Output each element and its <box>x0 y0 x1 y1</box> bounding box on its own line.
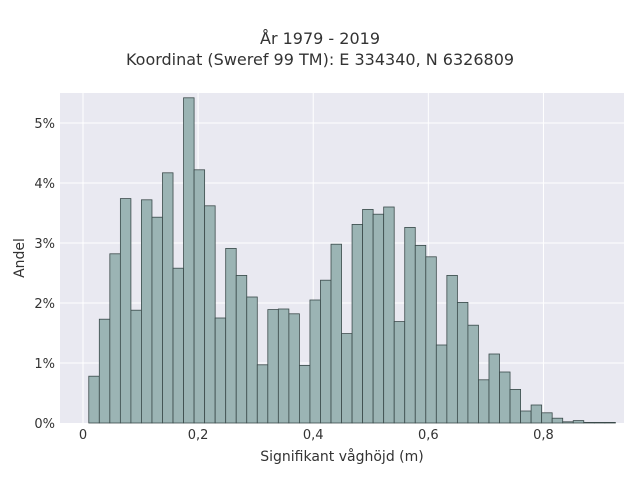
histogram-bar-20 <box>299 364 311 424</box>
x-tick-label-3: 0,6 <box>418 428 439 443</box>
histogram-bars <box>88 97 616 424</box>
histogram-bar-10 <box>193 169 206 424</box>
histogram-bar-35 <box>456 301 469 424</box>
histogram-bar-46 <box>572 420 585 424</box>
histogram-bar-3 <box>119 198 132 424</box>
histogram-bar-37 <box>478 379 490 424</box>
y-tick-label-5: 5% <box>34 117 55 132</box>
y-tick-label-2: 2% <box>34 297 55 312</box>
histogram-bar-49 <box>604 421 616 424</box>
histogram-bar-19 <box>288 313 300 424</box>
histogram-bar-9 <box>183 97 195 424</box>
histogram-bar-32 <box>425 256 437 424</box>
histogram-bar-31 <box>414 244 427 424</box>
histogram-bar-26 <box>362 208 374 424</box>
histogram-bar-30 <box>404 226 416 424</box>
histogram-bar-8 <box>172 267 184 424</box>
x-tick-label-0: 0 <box>79 428 87 443</box>
y-tick-label-1: 1% <box>34 357 55 372</box>
histogram-bar-17 <box>267 309 279 424</box>
histogram-bar-25 <box>351 223 364 424</box>
histogram-bar-22 <box>320 279 332 424</box>
x-tick-label-2: 0,4 <box>303 428 324 443</box>
chart-subtitle: Koordinat (Sweref 99 TM): E 334340, N 63… <box>125 50 515 69</box>
y-tick-label-4: 4% <box>34 177 55 192</box>
histogram-bar-41 <box>520 410 532 424</box>
histogram-bar-36 <box>467 324 479 424</box>
y-tick-label-0: 0% <box>34 417 55 432</box>
x-axis-title: Signifikant våghöjd (m) <box>260 448 423 465</box>
histogram-bar-14 <box>235 274 248 424</box>
histogram-bar-21 <box>309 299 321 424</box>
histogram-bar-18 <box>277 308 290 424</box>
histogram-bar-44 <box>551 417 564 424</box>
histogram-bar-1 <box>98 318 111 424</box>
histogram-bar-16 <box>256 364 269 424</box>
y-tick-label-3: 3% <box>34 237 55 252</box>
histogram-bar-2 <box>109 253 121 424</box>
histogram-bar-0 <box>88 375 100 424</box>
y-tick-labels: 0% 1% 2% 3% 4% 5% <box>34 117 55 432</box>
histogram-bar-5 <box>141 199 153 424</box>
x-tick-labels: 0 0,2 0,4 0,6 0,8 <box>79 428 554 443</box>
histogram-bar-48 <box>593 421 606 424</box>
histogram-bar-24 <box>341 333 353 424</box>
histogram-bar-6 <box>151 216 163 424</box>
histogram-bar-39 <box>499 371 511 424</box>
histogram-bar-12 <box>214 317 227 424</box>
histogram-bar-42 <box>530 404 543 424</box>
histogram-bar-33 <box>435 344 448 424</box>
histogram-bar-4 <box>130 309 142 424</box>
histogram-bar-40 <box>509 388 521 424</box>
y-axis-title: Andel <box>12 238 28 278</box>
histogram-bar-13 <box>225 247 237 424</box>
histogram-bar-29 <box>393 321 406 424</box>
histogram-bar-7 <box>162 172 174 424</box>
histogram-bar-45 <box>562 421 574 424</box>
histogram-bar-34 <box>446 274 458 424</box>
histogram-bar-47 <box>583 421 595 424</box>
histogram-bar-38 <box>488 353 500 424</box>
histogram-bar-15 <box>246 296 258 424</box>
histogram-bar-43 <box>541 412 553 424</box>
x-tick-label-4: 0,8 <box>533 428 554 443</box>
histogram-bar-23 <box>330 243 342 424</box>
histogram-bar-28 <box>383 206 395 424</box>
histogram-bar-11 <box>204 205 216 424</box>
histogram-bar-27 <box>372 213 385 424</box>
chart-title: År 1979 - 2019 <box>260 29 380 48</box>
x-tick-label-1: 0,2 <box>188 428 209 443</box>
